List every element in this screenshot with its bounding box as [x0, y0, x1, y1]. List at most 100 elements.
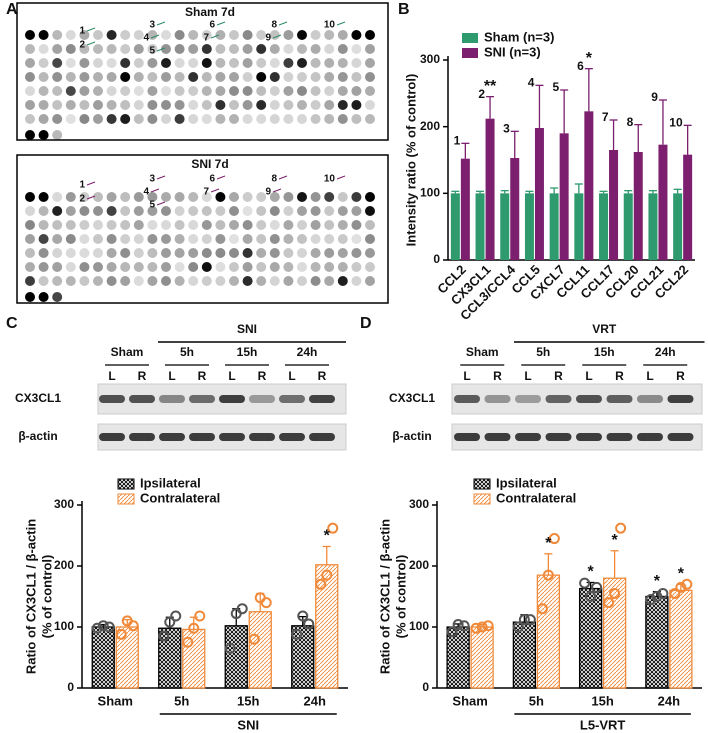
array-spot — [93, 276, 103, 286]
bar — [248, 611, 272, 689]
array-spot — [38, 114, 49, 124]
array-spot — [283, 58, 294, 68]
blot-band — [249, 433, 275, 441]
array-spot — [25, 276, 35, 286]
bar — [500, 193, 510, 260]
array-spot — [351, 44, 362, 54]
data-point — [188, 622, 200, 634]
array-spot — [93, 58, 103, 68]
spot-label: 1 — [79, 26, 85, 37]
array-spot — [65, 44, 76, 54]
array-spot — [38, 130, 49, 140]
spot-pointer — [156, 175, 166, 180]
array-spot — [106, 86, 117, 96]
array-spot — [242, 262, 253, 272]
array-spot — [297, 100, 307, 110]
significance: * — [588, 564, 595, 581]
bar-label: 8 — [627, 115, 634, 129]
array-spot — [351, 192, 362, 202]
array-spot — [25, 220, 35, 230]
array-spot — [65, 248, 76, 258]
array-spot — [269, 192, 280, 202]
array-spot — [365, 276, 375, 286]
blot-band — [484, 433, 511, 441]
array-spot — [133, 248, 144, 258]
data-point — [452, 619, 464, 631]
data-point — [236, 603, 248, 615]
array-spot — [25, 44, 35, 54]
data-point — [470, 622, 482, 634]
array-spot — [337, 72, 348, 82]
bar — [574, 193, 584, 260]
array-spot — [93, 206, 103, 216]
significance: * — [324, 528, 331, 545]
array-spot — [188, 72, 199, 82]
array-spot — [351, 58, 362, 68]
blot-lane-label: 15h — [594, 345, 615, 359]
array-spot — [351, 262, 362, 272]
array-spot — [229, 114, 239, 124]
array-spot — [351, 234, 362, 244]
bar — [599, 193, 609, 260]
array-spot — [38, 72, 49, 82]
array-spot — [242, 114, 253, 124]
array-spot — [161, 220, 171, 230]
data-point — [609, 587, 621, 599]
data-point — [458, 620, 470, 632]
data-point — [482, 620, 494, 632]
array-spot — [188, 206, 199, 216]
bar — [602, 577, 627, 689]
blot-side-label: L — [228, 369, 235, 383]
array-spot — [188, 44, 199, 54]
spot-label: 4 — [143, 33, 149, 44]
array-spot — [65, 234, 76, 244]
array-spot — [174, 58, 185, 68]
array-spot — [52, 276, 63, 286]
array-spot — [52, 72, 63, 82]
array-spot — [283, 262, 294, 272]
array-spot — [25, 262, 35, 272]
blot-band — [159, 395, 185, 403]
blot-band — [454, 433, 480, 441]
array-spot — [106, 234, 117, 244]
array-spot — [242, 44, 253, 54]
array-spot — [93, 114, 103, 124]
bar-label: 5 — [552, 80, 559, 94]
bar — [609, 150, 619, 260]
spot-label: 4 — [143, 187, 149, 198]
blot-row-label: CX3CL1 — [15, 391, 61, 405]
array-spot — [25, 130, 35, 140]
significance: * — [586, 50, 593, 67]
spot-pointer — [150, 188, 160, 193]
array-spot — [93, 262, 103, 272]
array-spot — [133, 30, 144, 40]
data-point — [645, 594, 657, 606]
array-spot — [174, 234, 185, 244]
array-spot — [52, 114, 63, 124]
data-point — [321, 569, 333, 581]
array-spot — [106, 58, 117, 68]
array-spot — [283, 100, 294, 110]
spot-label: 6 — [209, 174, 215, 185]
array-spot — [79, 100, 90, 110]
data-point — [158, 630, 170, 642]
array-spot — [365, 220, 375, 230]
array-spot — [242, 100, 253, 110]
array-spot — [147, 58, 158, 68]
bar — [291, 625, 315, 689]
bar — [658, 144, 668, 260]
array-spot — [283, 30, 294, 40]
array-spot — [52, 130, 63, 140]
blot-band — [279, 395, 305, 403]
array-spot — [256, 86, 267, 96]
bar — [524, 193, 534, 260]
array-spot — [52, 58, 63, 68]
array-spot — [201, 72, 212, 82]
array-spot — [52, 100, 63, 110]
array-spot — [269, 86, 280, 96]
array-spot — [133, 72, 144, 82]
array-spot — [65, 206, 76, 216]
spot-label: 9 — [265, 187, 271, 198]
blot-row-label: CX3CL1 — [389, 391, 435, 405]
array-spot — [133, 44, 144, 54]
